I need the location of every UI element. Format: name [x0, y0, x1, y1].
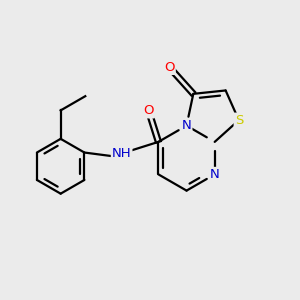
Text: O: O [143, 104, 154, 117]
Text: S: S [235, 114, 243, 127]
Text: NH: NH [112, 147, 131, 160]
Text: N: N [182, 119, 191, 132]
Text: O: O [164, 61, 175, 74]
Text: N: N [210, 168, 220, 181]
